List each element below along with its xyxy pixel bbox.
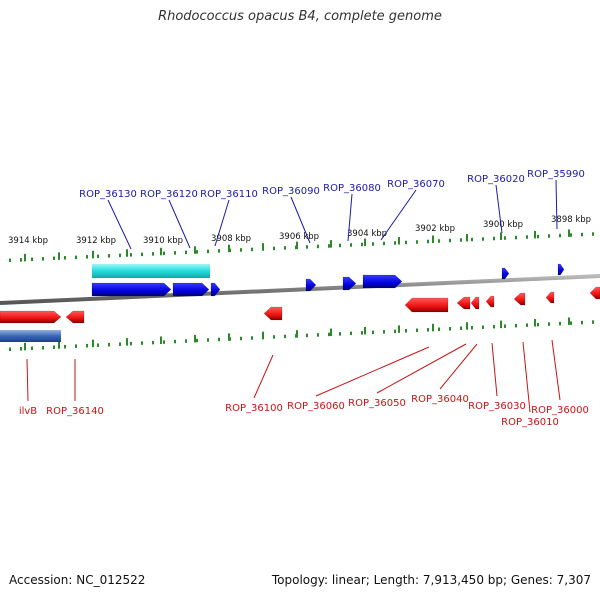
- gene-arrow-reverse: [0, 310, 62, 324]
- gene-label-bottom: ROP_36050: [348, 398, 406, 409]
- genome-backbone: [0, 274, 600, 305]
- gene-label-bottom: ROP_36140: [46, 406, 104, 417]
- gene-label-top: ROP_36110: [200, 189, 258, 200]
- leader-line: [376, 343, 467, 394]
- gene-arrow-reverse: [404, 297, 449, 313]
- leader-line: [555, 179, 558, 230]
- gene-label-top: ROP_36070: [387, 179, 445, 190]
- leader-line: [26, 358, 29, 402]
- gene-label-bottom: ROP_36010: [501, 417, 559, 428]
- gene-arrow-forward: [501, 267, 510, 280]
- gene-label-bottom: ROP_36060: [287, 401, 345, 412]
- gene-arrow-forward: [172, 282, 210, 297]
- gene-arrow-reverse: [456, 296, 471, 310]
- gene-label-bottom: ROP_36040: [411, 394, 469, 405]
- gene-label-top: ROP_36080: [323, 183, 381, 194]
- gene-arrow-forward: [362, 274, 403, 289]
- gene-arrow-reverse: [470, 296, 480, 310]
- leader-line: [380, 189, 417, 241]
- bottom-tick-track: [9, 317, 594, 352]
- gene-arrow-reverse: [65, 310, 85, 324]
- leader-line: [439, 343, 478, 390]
- kbp-label: 3912 kbp: [76, 236, 116, 246]
- leader-line: [491, 342, 498, 397]
- gene-features: [0, 263, 600, 342]
- gene-arrow-forward: [91, 282, 172, 297]
- leader-line: [290, 196, 311, 244]
- leader-line: [347, 193, 353, 242]
- gene-label-bottom: ROP_36100: [225, 403, 283, 414]
- leader-line: [214, 199, 230, 247]
- gene-arrow-reverse: [263, 306, 283, 321]
- gene-arrow-reverse: [589, 286, 600, 300]
- kbp-label: 3898 kbp: [551, 215, 591, 225]
- gene-labels: ROP_36130 ROP_36120 ROP_36110 ROP_36090 ROP_…: [19, 169, 589, 428]
- gene-label-top: ROP_36020: [467, 174, 525, 185]
- label-leader-lines: [26, 179, 561, 413]
- gene-arrow-reverse: [513, 292, 526, 306]
- gene-arrow-reverse: [485, 295, 495, 308]
- kbp-label: 3906 kbp: [279, 232, 319, 242]
- kbp-label: 3910 kbp: [143, 236, 183, 246]
- accession-text: Accession: NC_012522: [9, 573, 146, 587]
- gene-label-top: ROP_35990: [527, 169, 585, 180]
- gene-arrow-forward: [342, 276, 357, 291]
- kbp-scale-labels: 3914 kbp 3912 kbp 3910 kbp 3908 kbp 3906 kbp…: [8, 215, 591, 246]
- gene-arrow-forward: [210, 282, 221, 297]
- leader-line: [168, 199, 191, 249]
- gene-label-top: ROP_36120: [140, 189, 198, 200]
- gene-arrow-forward: [305, 278, 317, 292]
- map-title: Rhodococcus opacus B4, complete genome: [158, 9, 442, 24]
- gene-label-bottom: ROP_36000: [531, 405, 589, 416]
- genome-summary-text: Topology: linear; Length: 7,913,450 bp; …: [271, 573, 591, 587]
- gene-label-bottom: ilvB: [19, 406, 37, 417]
- gene-arrow-reverse: [545, 291, 555, 304]
- leader-line: [495, 184, 503, 234]
- operon-bar: [92, 264, 210, 278]
- kbp-label: 3914 kbp: [8, 236, 48, 246]
- gene-label-top: ROP_36090: [262, 186, 320, 197]
- kbp-label: 3900 kbp: [483, 220, 523, 230]
- gene-arrow-forward: [557, 263, 565, 276]
- leader-line: [551, 339, 561, 401]
- ilvB-bar: [0, 330, 61, 342]
- kbp-label: 3904 kbp: [347, 229, 387, 239]
- kbp-label: 3908 kbp: [211, 234, 251, 244]
- top-tick-track: [9, 229, 594, 263]
- gene-label-top: ROP_36130: [79, 189, 137, 200]
- leader-line: [315, 346, 430, 397]
- leader-line: [522, 341, 531, 413]
- gene-label-bottom: ROP_36030: [468, 401, 526, 412]
- leader-line: [107, 199, 132, 250]
- kbp-label: 3902 kbp: [415, 224, 455, 234]
- leader-line: [253, 354, 274, 399]
